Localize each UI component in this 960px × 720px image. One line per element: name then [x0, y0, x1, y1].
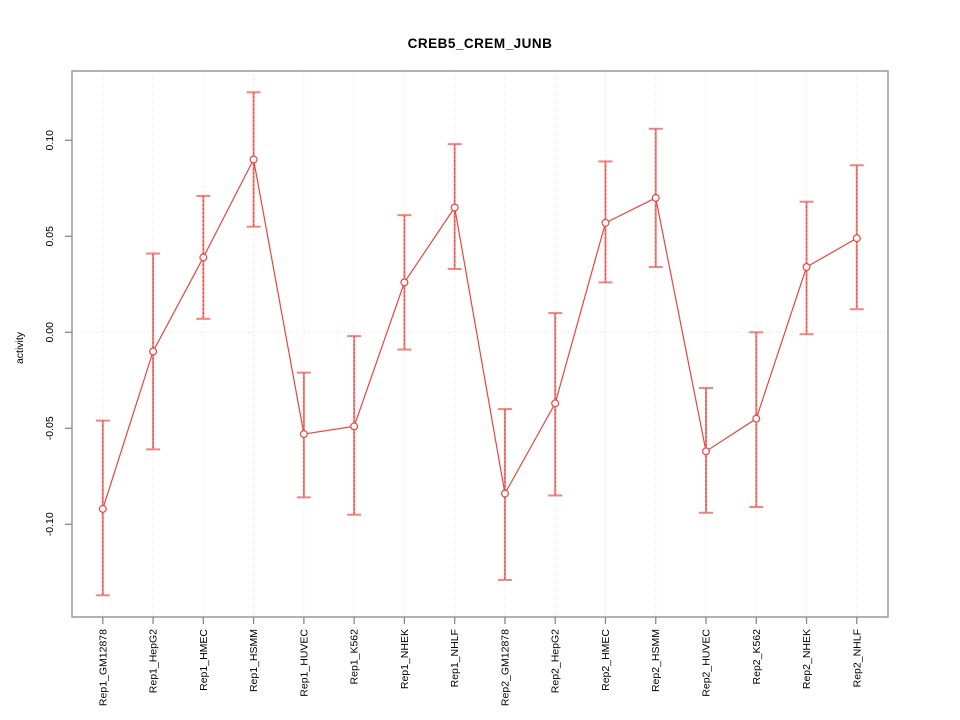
data-point — [701, 447, 710, 456]
x-tick-label: Rep2_HSMM — [650, 629, 662, 692]
x-tick-label: Rep1_HUVEC — [298, 629, 310, 697]
x-tick-label: Rep1_HepG2 — [148, 629, 160, 693]
data-point — [450, 203, 459, 212]
data-point — [299, 430, 308, 439]
data-point — [500, 489, 509, 498]
y-tick-label: 0.00 — [44, 322, 56, 343]
data-point — [149, 347, 158, 356]
x-tick-label: Rep1_HSMM — [248, 629, 260, 692]
data-point — [350, 422, 359, 431]
x-tick-label: Rep2_NHLF — [851, 629, 863, 687]
data-point — [249, 155, 258, 164]
data-point — [752, 414, 761, 423]
plot-box — [71, 70, 889, 618]
data-point — [98, 504, 107, 513]
x-tick-label: Rep2_NHEK — [801, 629, 813, 689]
y-tick-label: -0.05 — [44, 416, 56, 440]
y-tick-label: -0.10 — [44, 512, 56, 536]
data-point — [852, 234, 861, 243]
x-tick-label: Rep2_HMEC — [600, 629, 612, 691]
x-tick-label: Rep1_NHEK — [399, 629, 411, 689]
x-tick-label: Rep2_GM12878 — [499, 629, 511, 706]
data-point — [551, 399, 560, 408]
data-point — [802, 263, 811, 272]
x-tick-label: Rep1_NHLF — [449, 629, 461, 687]
x-tick-label: Rep2_K562 — [751, 629, 763, 685]
data-point — [651, 193, 660, 202]
x-tick-label: Rep2_HUVEC — [701, 629, 713, 697]
x-tick-label: Rep1_GM12878 — [97, 629, 109, 706]
y-tick-label: 0.05 — [44, 226, 56, 247]
x-tick-label: Rep1_K562 — [349, 629, 361, 685]
x-tick-label: Rep2_HepG2 — [550, 629, 562, 693]
y-tick-label: 0.10 — [44, 130, 56, 151]
data-point — [199, 253, 208, 262]
data-point — [400, 278, 409, 287]
x-tick-label: Rep1_HMEC — [198, 629, 210, 691]
chart-title: CREB5_CREM_JUNB — [407, 36, 553, 51]
series-line — [102, 157, 858, 510]
data-point — [601, 218, 610, 227]
